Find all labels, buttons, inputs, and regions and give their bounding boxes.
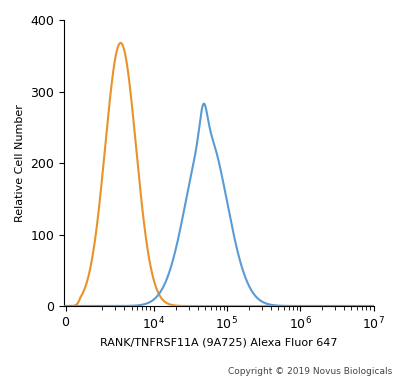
X-axis label: RANK/TNFRSF11A (9A725) Alexa Fluor 647: RANK/TNFRSF11A (9A725) Alexa Fluor 647	[100, 338, 338, 348]
Text: Copyright © 2019 Novus Biologicals: Copyright © 2019 Novus Biologicals	[228, 367, 392, 376]
Y-axis label: Relative Cell Number: Relative Cell Number	[15, 104, 25, 222]
